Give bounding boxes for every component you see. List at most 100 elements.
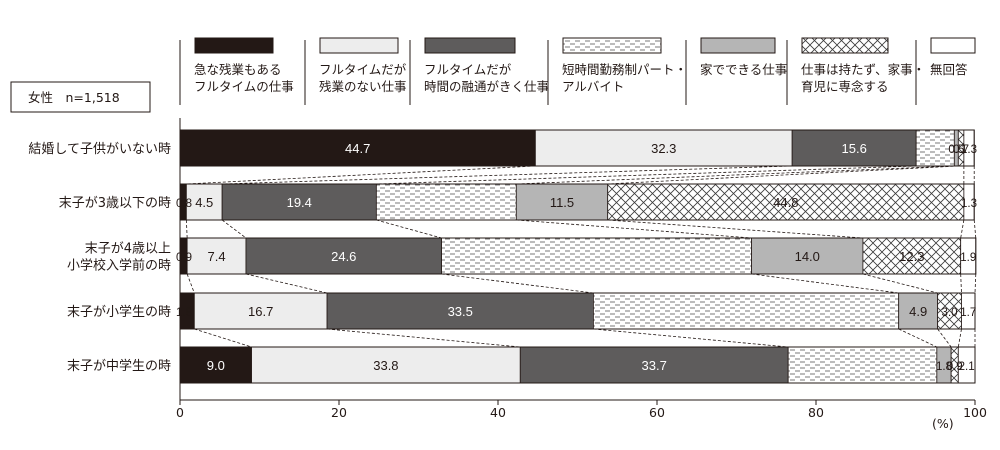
bar-segment xyxy=(179,346,252,384)
legend-label: 短時間勤務制パート・ xyxy=(562,62,687,77)
category-label: 末子が4歳以上 xyxy=(85,242,171,257)
legend: 急な残業もあるフルタイムの仕事フルタイムだが残業のない仕事フルタイムだが時間の融… xyxy=(179,37,976,105)
data-label: 0.8 xyxy=(176,198,192,210)
legend-label: 残業のない仕事 xyxy=(319,79,407,94)
legend-swatch xyxy=(930,37,976,54)
category-label: 結婚して子供がいない時 xyxy=(28,142,171,157)
sample-size-box: 女性 n=1,518 xyxy=(10,81,151,113)
data-label: 1.9 xyxy=(960,252,976,264)
bar-segment xyxy=(185,183,223,221)
legend-label: 無回答 xyxy=(930,62,968,77)
connector-line xyxy=(441,273,594,294)
legend-label: 家でできる仕事 xyxy=(700,62,787,77)
bar-segment xyxy=(915,129,955,167)
data-label: 0.7 xyxy=(953,144,969,156)
x-tick-label: 80 xyxy=(808,405,824,420)
data-label: 0.5 xyxy=(948,144,964,156)
bar-segment xyxy=(251,346,521,384)
connector-line xyxy=(186,273,195,294)
legend-label: 急な残業もある xyxy=(194,62,282,77)
connector-line xyxy=(186,165,536,185)
connector-line xyxy=(607,165,959,185)
bar-segment xyxy=(593,292,900,330)
legend-label: アルバイト xyxy=(562,79,624,94)
bar-segment xyxy=(519,346,789,384)
data-label: 16.7 xyxy=(248,304,273,319)
data-label: 1.7 xyxy=(960,307,976,319)
legend-swatch xyxy=(194,37,274,54)
data-label: 2.1 xyxy=(959,361,975,373)
bar-segment xyxy=(186,237,247,275)
bar-segment xyxy=(862,237,962,275)
connector-line xyxy=(957,328,962,348)
connector-line xyxy=(245,273,328,294)
data-label: 0.9 xyxy=(947,361,963,373)
data-label: 7.4 xyxy=(208,249,226,264)
connector-line xyxy=(973,219,977,239)
connector-lines xyxy=(185,165,977,348)
data-label: 1.3 xyxy=(961,198,977,210)
data-label: 4.5 xyxy=(195,195,213,210)
connector-line xyxy=(327,328,521,348)
data-label: 15.6 xyxy=(842,141,867,156)
x-tick-label: 100 xyxy=(963,405,987,420)
data-label: 33.7 xyxy=(642,358,667,373)
connector-line xyxy=(185,219,188,239)
data-label: 4.9 xyxy=(909,304,927,319)
x-tick-label: 40 xyxy=(490,405,506,420)
bars: 44.7 32.3 15.6 0.50.71.30.8 4.5 19.4 11.5 44.8 1… xyxy=(176,129,977,384)
legend-swatch xyxy=(319,37,399,54)
sample-size-label: 女性 n=1,518 xyxy=(28,90,120,105)
data-label: 11.5 xyxy=(550,195,574,210)
bar-segment xyxy=(326,292,594,330)
data-label: 33.8 xyxy=(373,358,398,373)
connector-line xyxy=(960,219,965,239)
category-label: 小学校入学前の時 xyxy=(67,258,171,274)
data-label: 1.3 xyxy=(961,144,977,156)
connector-line xyxy=(937,328,952,348)
legend-label: フルタイムだが xyxy=(319,62,407,77)
data-label: 33.5 xyxy=(448,304,473,319)
connector-line xyxy=(221,219,247,239)
data-label: 0.9 xyxy=(176,252,192,264)
connector-line xyxy=(376,165,917,185)
connector-line xyxy=(516,219,752,239)
x-unit-label: (%) xyxy=(932,416,954,431)
connector-line xyxy=(974,273,977,294)
connector-line xyxy=(516,165,955,185)
data-label: 44.7 xyxy=(345,141,370,156)
category-label: 末子が小学生の時 xyxy=(67,304,171,320)
connector-line xyxy=(751,273,899,294)
legend-label: フルタイムの仕事 xyxy=(194,79,294,94)
connector-line xyxy=(194,328,252,348)
connector-line xyxy=(376,219,442,239)
legend-label: 時間の融通がきく仕事 xyxy=(424,79,549,94)
data-label: 19.4 xyxy=(287,195,312,210)
connector-line xyxy=(960,273,962,294)
data-label: 24.6 xyxy=(331,249,356,264)
x-tick-label: 20 xyxy=(331,405,347,420)
category-label: 末子が中学生の時 xyxy=(67,358,171,374)
legend-label: フルタイムだが xyxy=(424,62,512,77)
bar-segment xyxy=(193,292,328,330)
bar-segment xyxy=(441,237,753,275)
legend-swatch xyxy=(801,37,889,54)
data-label: 3.0 xyxy=(942,307,958,319)
connector-line xyxy=(862,273,938,294)
data-label: 9.0 xyxy=(207,358,225,373)
bar-segment xyxy=(534,129,793,167)
legend-swatch xyxy=(562,37,662,54)
bar-segment xyxy=(245,237,442,275)
data-label: 32.3 xyxy=(651,141,676,156)
bar-segment xyxy=(787,346,938,384)
connector-line xyxy=(607,219,863,239)
legend-label: 仕事は持たず、家事・ xyxy=(801,62,925,77)
bar-segment xyxy=(751,237,864,275)
connector-line xyxy=(898,328,938,348)
data-label: 12.3 xyxy=(899,249,924,264)
category-label: 末子が3歳以下の時 xyxy=(59,196,171,211)
data-label: 1.8 xyxy=(176,307,192,319)
category-labels: 結婚して子供がいない時末子が3歳以下の時末子が4歳以上小学校入学前の時末子が小学… xyxy=(28,142,171,374)
bar-segment xyxy=(607,183,965,221)
